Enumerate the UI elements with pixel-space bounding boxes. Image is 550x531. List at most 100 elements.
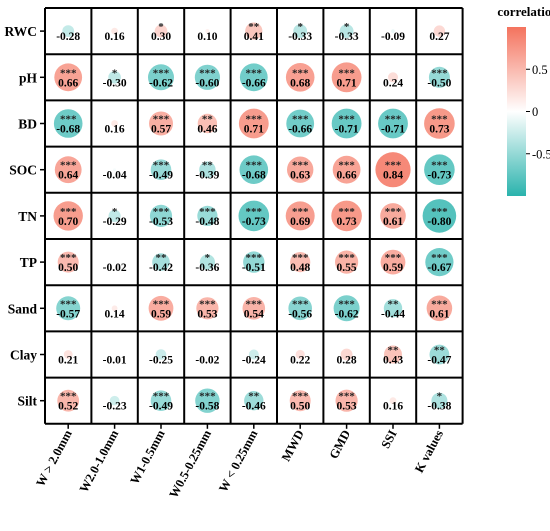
row-label-3: SOC [9, 163, 37, 178]
value-label-0-5: -0.33 [288, 31, 312, 43]
significance-mark-8-5: *** [292, 391, 309, 403]
cell-circle-4-4 [238, 200, 270, 232]
cell-circle-4-2 [149, 204, 173, 227]
cell-circle-6-6 [333, 295, 360, 322]
cell-circle-0-1 [111, 27, 118, 35]
value-label-5-8: -0.67 [427, 262, 451, 274]
value-label-4-5: 0.69 [290, 216, 310, 228]
value-label-4-7: 0.61 [383, 216, 403, 228]
value-label-1-7: 0.24 [383, 77, 403, 89]
cell-circle-2-2 [149, 111, 173, 136]
value-label-6-7: -0.44 [381, 308, 405, 320]
cell-circle-5-2 [152, 253, 170, 271]
significance-mark-2-2: *** [153, 114, 170, 126]
value-label-0-4: 0.41 [244, 31, 264, 43]
row-label-8: Silt [17, 394, 37, 409]
cell-circle-0-3 [205, 29, 210, 34]
value-label-2-2: 0.57 [151, 124, 171, 136]
cell-circle-4-1 [108, 209, 121, 222]
colorbar-tick-label-1: 0 [532, 105, 538, 119]
cell-circle-5-3 [199, 254, 215, 270]
significance-mark-6-3: *** [199, 298, 216, 310]
cell-circle-1-3 [194, 64, 220, 90]
cell-circle-0-2 [154, 24, 168, 38]
significance-mark-0-2: * [158, 21, 164, 33]
value-label-6-6: -0.62 [335, 308, 359, 320]
significance-mark-3-2: *** [153, 160, 170, 172]
cell-circle-2-4 [238, 108, 269, 139]
value-label-8-1: -0.23 [103, 401, 127, 413]
value-label-2-0: -0.68 [56, 124, 80, 136]
value-label-0-3: 0.10 [197, 31, 217, 43]
row-labels: RWC pH BD SOC TN TP Sand Clay Silt [4, 24, 45, 409]
significance-mark-8-3: *** [199, 391, 216, 403]
significance-mark-4-4: *** [246, 206, 263, 218]
significance-mark-5-8: *** [431, 252, 448, 264]
significance-mark-7-8: ** [434, 345, 446, 357]
cell-circle-1-0 [54, 63, 83, 92]
cell-circle-4-6 [331, 200, 362, 232]
cell-circle-7-4 [248, 349, 259, 360]
value-label-7-5: 0.22 [290, 355, 310, 367]
value-label-1-2: -0.62 [149, 77, 173, 89]
cell-circle-0-4 [245, 22, 263, 40]
cell-circle-7-3 [205, 353, 209, 356]
value-label-7-2: -0.25 [149, 355, 173, 367]
significance-mark-1-5: *** [292, 67, 309, 79]
row-label-1: pH [19, 70, 38, 85]
value-label-3-5: 0.63 [290, 170, 310, 182]
significance-mark-2-5: *** [292, 114, 309, 126]
cell-circle-0-0 [62, 25, 75, 37]
significance-mark-2-6: *** [338, 114, 355, 126]
significance-mark-1-2: *** [153, 67, 170, 79]
value-label-5-5: 0.48 [290, 262, 310, 274]
cell-circle-4-5 [285, 201, 315, 231]
value-label-2-7: -0.71 [381, 124, 405, 136]
value-label-1-1: -0.30 [103, 77, 127, 89]
cell-circle-8-2 [150, 390, 172, 412]
cell-circle-6-4 [242, 297, 266, 320]
value-label-1-6: 0.71 [337, 77, 357, 89]
value-label-6-8: 0.61 [429, 308, 449, 320]
significance-mark-5-5: *** [292, 252, 309, 264]
cell-circle-0-5 [293, 24, 308, 38]
cell-circle-1-4 [239, 63, 268, 92]
significance-mark-3-8: *** [431, 160, 448, 172]
value-label-7-8: -0.47 [427, 355, 451, 367]
significance-mark-3-6: *** [338, 160, 355, 172]
cell-circle-8-4 [244, 391, 264, 411]
column-label-8: K values [412, 428, 446, 475]
cell-circle-8-6 [335, 389, 358, 412]
value-label-5-2: -0.42 [149, 262, 173, 274]
significance-mark-0-5: * [297, 21, 303, 33]
row-label-7: Clay [10, 348, 37, 363]
significance-mark-6-6: *** [338, 298, 355, 310]
column-label-2: W1-0.5mm [127, 427, 168, 487]
cell-circle-5-4 [243, 251, 265, 273]
significance-mark-4-3: *** [199, 206, 216, 218]
significance-mark-5-4: *** [246, 252, 263, 264]
value-label-1-5: 0.68 [290, 77, 310, 89]
value-label-7-4: -0.24 [242, 355, 266, 367]
value-label-4-8: -0.80 [427, 216, 451, 228]
significance-mark-7-7: ** [388, 345, 400, 357]
cell-circle-8-8 [431, 392, 448, 409]
significance-mark-8-8: * [437, 391, 443, 403]
value-label-7-3: -0.02 [195, 355, 219, 367]
cell-circle-5-5 [290, 252, 311, 273]
value-label-8-3: -0.58 [195, 401, 219, 413]
value-label-4-6: 0.73 [337, 216, 357, 228]
value-label-7-7: 0.43 [383, 355, 403, 367]
significance-mark-0-6: * [344, 21, 350, 33]
cell-circle-7-2 [155, 349, 167, 360]
value-label-4-2: -0.53 [149, 216, 173, 228]
value-label-6-5: -0.56 [288, 308, 312, 320]
significance-mark-3-3: ** [202, 160, 214, 172]
cell-circle-0-7 [391, 29, 395, 33]
value-label-3-7: 0.84 [383, 170, 403, 182]
column-label-7: SSI [378, 428, 399, 451]
value-label-6-0: -0.57 [56, 308, 80, 320]
value-label-3-6: 0.66 [337, 170, 357, 182]
cell-circle-2-3 [197, 113, 218, 134]
